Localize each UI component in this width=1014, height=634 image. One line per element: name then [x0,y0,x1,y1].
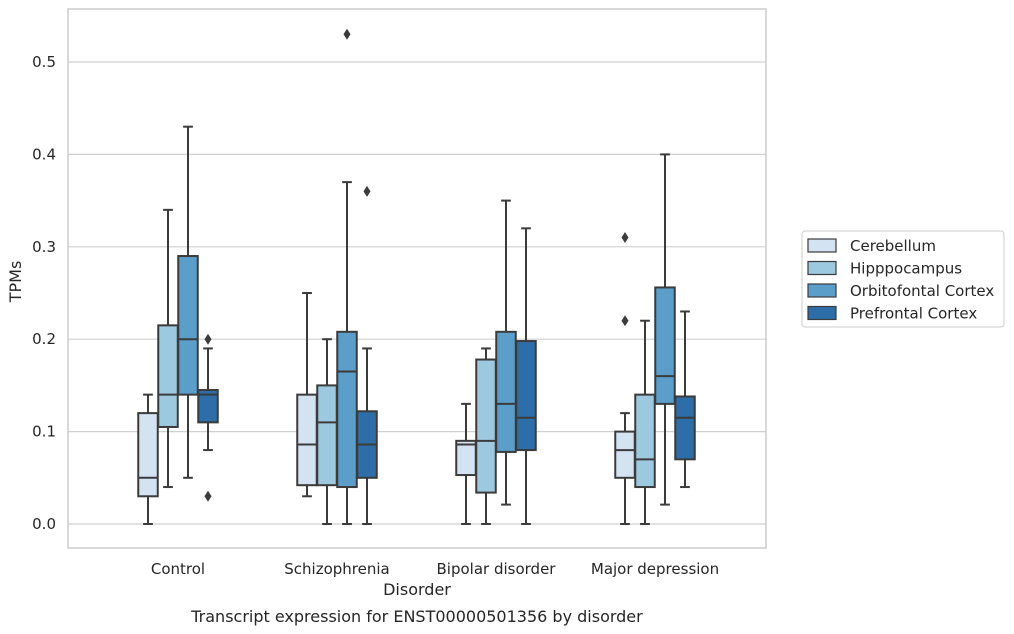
box-1-1 [316,338,338,525]
legend-swatch [807,238,837,253]
y-tick-label: 0.3 [32,238,56,256]
box-0-1 [157,208,179,489]
y-tick-label: 0.2 [32,330,56,348]
y-tick-label: 0.5 [32,53,56,71]
legend-swatch [807,283,837,298]
box-iqr [316,384,338,487]
x-tick-label: Bipolar disorder [437,560,557,578]
box-3-2 [654,153,676,506]
y-tick-label: 0.4 [32,145,56,163]
x-axis-ticks: Control Schizophrenia Bipolar disorder Majo… [151,560,719,578]
box-iqr [614,430,636,479]
box-1-3 [356,185,378,525]
outlier-point [204,490,212,502]
legend-frame [801,230,1005,328]
x-tick-label: Major depression [591,560,719,578]
legend-label: Cerebellum [850,237,936,255]
x-tick-label: Schizophrenia [284,560,389,578]
box-iqr [177,255,199,396]
legend: Cerebellum Hipppocampus Orbitofontal Corte… [801,230,1005,328]
legend-swatch [807,260,837,276]
y-axis-ticks: 0.0 0.1 0.2 0.3 0.4 0.5 [32,53,56,533]
box-iqr [455,439,477,477]
chart-caption: Transcript expression for ENST0000050135… [190,607,643,626]
box-0-0 [137,393,159,525]
legend-label: Orbitofontal Cortex [850,282,994,300]
box-3-1 [634,319,656,525]
box-iqr [634,393,656,489]
box-iqr [674,395,696,461]
box-iqr [515,340,537,452]
box-iqr [137,412,159,498]
box-iqr [336,330,358,489]
outlier-point [363,185,371,197]
legend-label: Hipppocampus [850,260,962,278]
outlier-point [621,315,629,327]
box-iqr [654,286,676,405]
box-iqr [475,358,497,494]
legend-label: Prefrontal Cortex [850,305,977,323]
box-2-3 [515,227,537,525]
y-tick-label: 0.1 [32,423,56,441]
box-2-1 [475,347,497,525]
box-1-0 [296,292,318,498]
box-3-0 [614,232,636,525]
box-3-3 [674,310,696,489]
box-2-2 [495,199,517,506]
boxes [137,28,696,525]
box-1-2 [336,28,358,525]
outlier-point [343,28,351,40]
box-iqr [197,389,219,424]
legend-swatch [807,305,837,321]
box-iqr [157,324,179,428]
outlier-point [621,232,629,244]
box-0-3 [197,333,219,502]
box-0-2 [177,125,199,479]
box-iqr [296,393,318,487]
box-2-0 [455,402,477,525]
y-tick-label: 0.0 [32,515,56,533]
x-tick-label: Control [151,560,205,578]
box-iqr [495,330,517,453]
outlier-point [204,333,212,345]
plot-frame [67,8,767,549]
x-axis-label: Disorder [383,580,451,599]
y-axis-label: TPMs [6,261,25,304]
